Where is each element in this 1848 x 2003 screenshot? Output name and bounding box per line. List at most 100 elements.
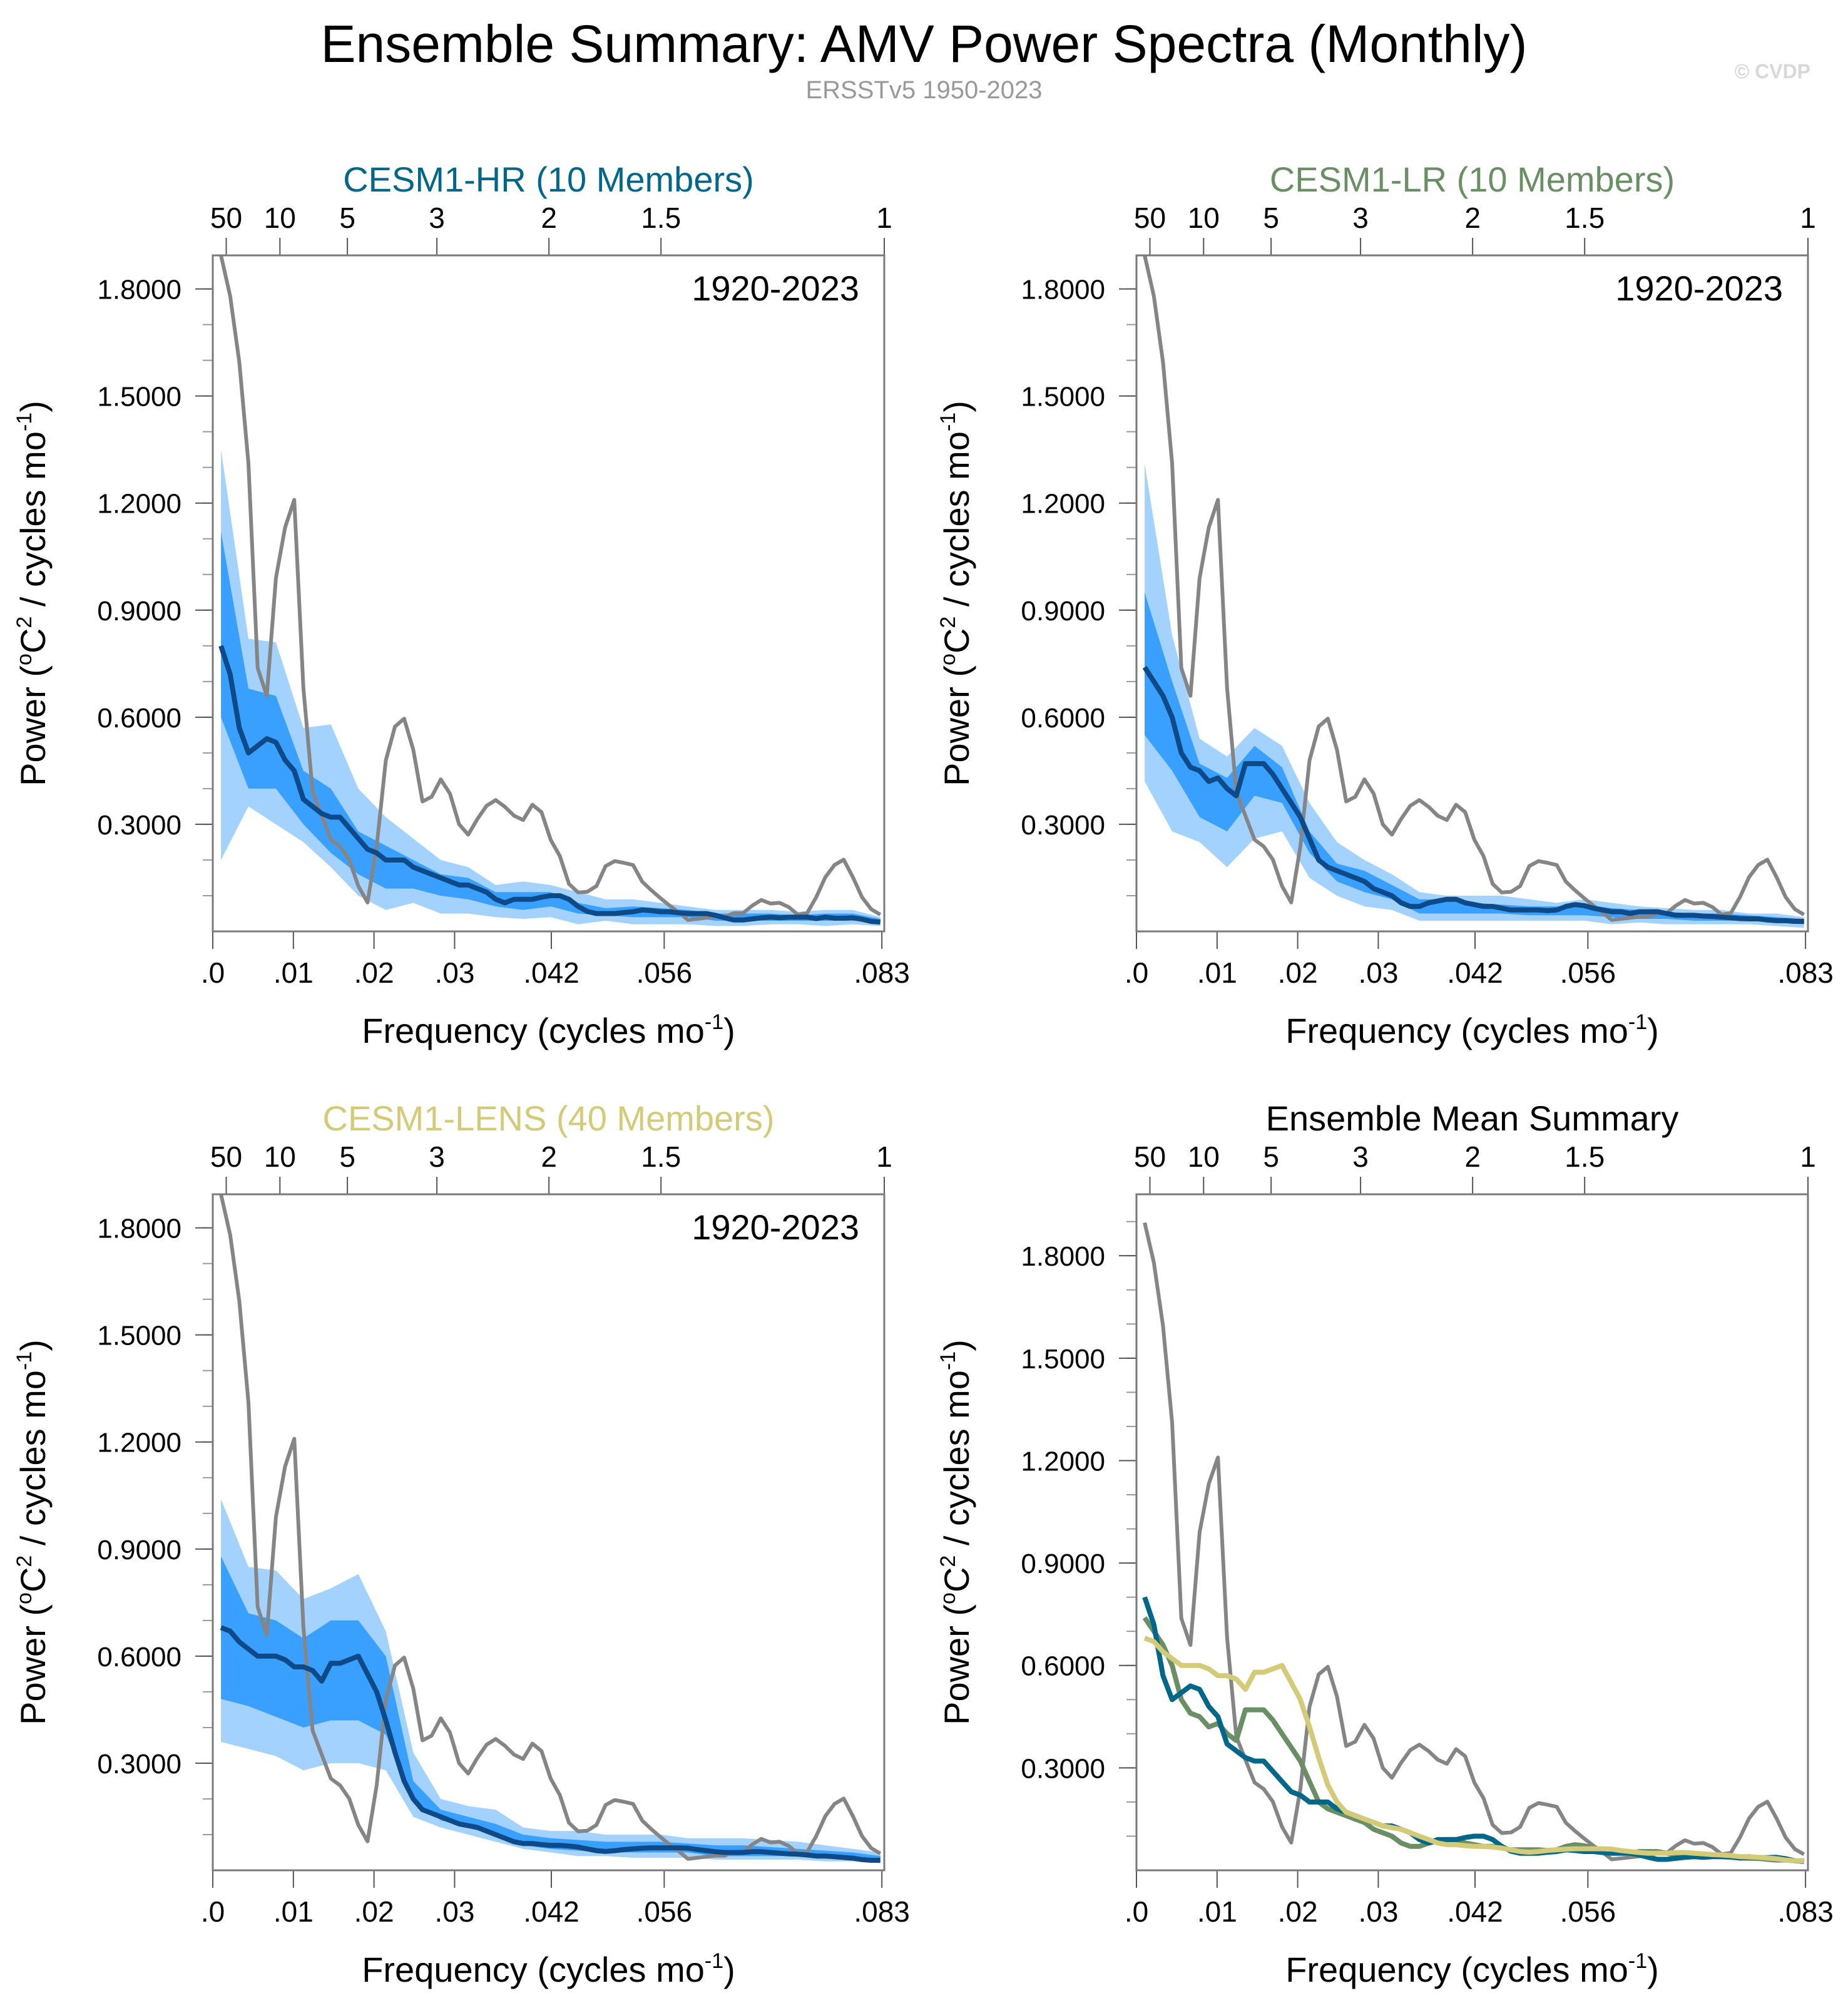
y-axis-label: Power (oC2 / cycles mo-1) xyxy=(13,401,53,786)
x-axis-label: Frequency (cycles mo-1) xyxy=(1285,1949,1659,1989)
top-tick-label: 1 xyxy=(876,1140,892,1173)
bottom-tick-label: .083 xyxy=(854,956,910,989)
bottom-tick-label: .083 xyxy=(1777,956,1834,989)
top-tick-label: 2 xyxy=(541,1140,557,1173)
bottom-tick-label: .042 xyxy=(1447,1895,1503,1928)
y-tick-label: 1.8000 xyxy=(1021,275,1105,305)
series-line-obs xyxy=(219,255,882,922)
top-tick-label: 10 xyxy=(264,1140,296,1173)
bottom-tick-label: .056 xyxy=(636,956,693,989)
plot-frame xyxy=(1135,1193,1809,1872)
y-tick-label: 0.3000 xyxy=(1021,1753,1105,1784)
y-tick-label: 0.3000 xyxy=(97,810,181,841)
bottom-tick-label: .042 xyxy=(523,1895,579,1928)
band-inner-range xyxy=(221,1556,881,1862)
top-tick-label: 5 xyxy=(1263,202,1279,234)
top-tick-label: 1.5 xyxy=(1565,202,1605,234)
top-tick-label: 1.5 xyxy=(641,1140,681,1173)
top-tick-label: 1.5 xyxy=(1565,1140,1605,1173)
credit-watermark: © CVDP xyxy=(1734,60,1810,83)
bottom-tick-label: .083 xyxy=(854,1895,910,1928)
bottom-tick-label: .042 xyxy=(1447,956,1503,989)
bottom-tick-label: .02 xyxy=(1278,956,1318,989)
subtitle: ERSSTv5 1950-2023 xyxy=(805,76,1043,104)
bottom-tick-label: .03 xyxy=(434,1895,474,1928)
bottom-tick-label: .0 xyxy=(201,1895,225,1928)
bottom-tick-label: .02 xyxy=(354,1895,394,1928)
bottom-tick-label: .0 xyxy=(201,956,225,989)
top-tick-label: 2 xyxy=(1464,202,1481,234)
top-tick-label: 10 xyxy=(1188,1140,1220,1173)
y-tick-label: 0.3000 xyxy=(97,1749,181,1780)
bottom-tick-label: .083 xyxy=(1777,1895,1834,1928)
y-tick-label: 1.5000 xyxy=(97,1321,181,1351)
y-tick-label: 1.8000 xyxy=(97,1214,181,1244)
top-tick-label: 50 xyxy=(210,1140,242,1173)
top-tick-label: 10 xyxy=(1188,202,1220,234)
top-tick-label: 2 xyxy=(541,202,557,234)
y-tick-label: 1.2000 xyxy=(1021,1446,1105,1477)
y-tick-label: 1.2000 xyxy=(97,489,181,520)
top-tick-label: 2 xyxy=(1464,1140,1481,1173)
top-tick-label: 5 xyxy=(1263,1140,1279,1173)
plot-frame xyxy=(212,254,886,933)
series-line-mean xyxy=(218,645,881,925)
period-label: 1920-2023 xyxy=(692,1207,859,1247)
panel-cesm1-lr: CESM1-LR (10 Members) 50 10 5 3 2 1.5 1 .0 .01 .02… xyxy=(936,163,1834,1050)
bottom-tick-label: .042 xyxy=(523,956,579,989)
panel-cesm1-hr: CESM1-HR (10 Members) 50 10 5 3 2 1.5 1 .0 .01 .02… xyxy=(13,163,910,1050)
top-tick-label: 10 xyxy=(264,202,296,234)
series-line-hr xyxy=(1142,1596,1805,1864)
panel-ensemble-mean-summary: Ensemble Mean Summary 50 10 5 3 2 1.5 1 .0 .01 .02… xyxy=(936,1102,1834,1989)
bottom-tick-label: .01 xyxy=(273,1895,314,1928)
y-tick-label: 0.9000 xyxy=(1021,1549,1105,1579)
bottom-tick-label: .0 xyxy=(1125,1895,1148,1928)
panel-title: CESM1-LENS (40 Members) xyxy=(323,1102,775,1138)
y-tick-label: 0.3000 xyxy=(1021,810,1105,841)
y-tick-label: 0.9000 xyxy=(97,596,181,627)
panel-title: CESM1-HR (10 Members) xyxy=(343,163,754,199)
top-tick-label: 50 xyxy=(1134,202,1166,234)
bottom-tick-label: .01 xyxy=(1197,1895,1237,1928)
top-tick-label: 3 xyxy=(429,1140,445,1173)
y-tick-label: 0.6000 xyxy=(97,703,181,734)
y-tick-label: 0.6000 xyxy=(1021,703,1105,734)
main-title: Ensemble Summary: AMV Power Spectra (Mon… xyxy=(320,14,1528,73)
bottom-tick-label: .03 xyxy=(1358,956,1398,989)
y-axis-label: Power (oC2 / cycles mo-1) xyxy=(936,401,976,786)
y-tick-label: 1.5000 xyxy=(1021,1344,1105,1375)
series-line-lens xyxy=(1143,1636,1804,1863)
series-line-obs xyxy=(1143,255,1805,922)
bottom-tick-label: .01 xyxy=(273,956,314,989)
top-tick-label: 5 xyxy=(339,1140,355,1173)
x-axis-label: Frequency (cycles mo-1) xyxy=(1285,1010,1659,1050)
y-tick-label: 1.5000 xyxy=(97,382,181,412)
series-line-mean xyxy=(1142,665,1804,924)
x-axis-label: Frequency (cycles mo-1) xyxy=(362,1010,735,1050)
y-axis-label: Power (oC2 / cycles mo-1) xyxy=(936,1340,976,1725)
panel-title: CESM1-LR (10 Members) xyxy=(1270,163,1675,199)
series-line-lr xyxy=(1142,1616,1804,1863)
series-line-obs xyxy=(1143,1222,1805,1862)
top-tick-label: 5 xyxy=(339,202,355,234)
bottom-tick-label: .01 xyxy=(1197,956,1237,989)
y-tick-label: 0.9000 xyxy=(97,1535,181,1565)
band-outer-range xyxy=(221,449,881,926)
y-tick-label: 1.5000 xyxy=(1021,382,1105,412)
top-tick-label: 3 xyxy=(429,202,445,234)
plot-frame xyxy=(212,1193,886,1872)
top-tick-label: 3 xyxy=(1352,1140,1369,1173)
top-tick-label: 1.5 xyxy=(641,202,681,234)
top-tick-label: 50 xyxy=(1134,1140,1166,1173)
period-label: 1920-2023 xyxy=(692,269,859,308)
panel-cesm1-lens: CESM1-LENS (40 Members) 50 10 5 3 2 1.5 1 .0 .01.… xyxy=(13,1102,910,1989)
top-tick-label: 1 xyxy=(1800,202,1816,234)
top-tick-label: 3 xyxy=(1352,202,1369,234)
bottom-tick-label: .02 xyxy=(1278,1895,1318,1928)
y-tick-label: 1.2000 xyxy=(1021,489,1105,520)
bottom-tick-label: .02 xyxy=(354,956,394,989)
top-tick-label: 1 xyxy=(876,202,892,234)
top-tick-label: 1 xyxy=(1800,1140,1816,1173)
bottom-tick-label: .056 xyxy=(1560,956,1616,989)
y-axis-label: Power (oC2 / cycles mo-1) xyxy=(13,1340,53,1725)
